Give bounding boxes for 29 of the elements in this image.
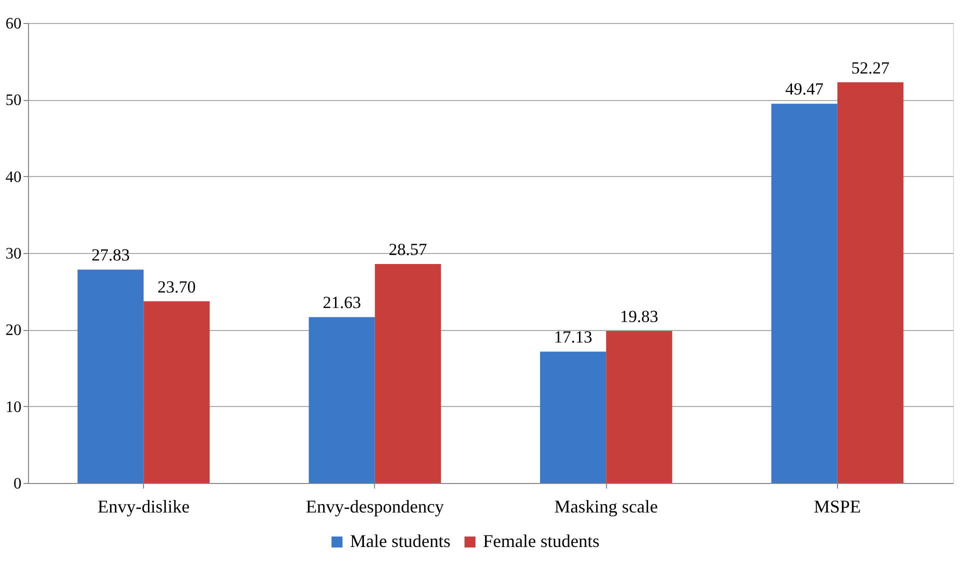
x-tick-label: Masking scale — [554, 496, 658, 516]
bar — [837, 82, 904, 483]
bar — [374, 264, 441, 483]
y-tick-label: 50 — [6, 92, 22, 110]
data-label: 28.57 — [388, 240, 428, 259]
data-label: 17.13 — [554, 328, 592, 347]
x-tick-label: Envy-despondency — [306, 496, 444, 516]
data-label: 52.27 — [851, 58, 890, 78]
bar — [78, 270, 144, 483]
bar — [144, 301, 210, 483]
y-tick-label: 40 — [6, 168, 22, 186]
legend-label: Male students — [350, 531, 450, 551]
y-tick-label: 30 — [6, 246, 22, 262]
y-tick-label: 20 — [6, 322, 22, 340]
data-label: 49.47 — [785, 80, 824, 99]
y-tick-label: 0 — [14, 476, 22, 492]
data-label: 27.83 — [91, 246, 130, 265]
bar — [540, 352, 606, 483]
y-tick-label: 10 — [6, 398, 22, 416]
bar — [771, 104, 838, 483]
x-tick-label: MSPE — [814, 496, 861, 516]
data-label: 23.70 — [158, 277, 196, 296]
data-label: 19.83 — [620, 306, 658, 326]
bar — [606, 330, 672, 483]
legend-label: Female students — [483, 531, 600, 551]
data-label: 21.63 — [322, 293, 361, 312]
y-tick-label: 60 — [6, 16, 22, 32]
x-tick-label: Envy-dislike — [98, 496, 190, 516]
bar — [308, 317, 375, 483]
